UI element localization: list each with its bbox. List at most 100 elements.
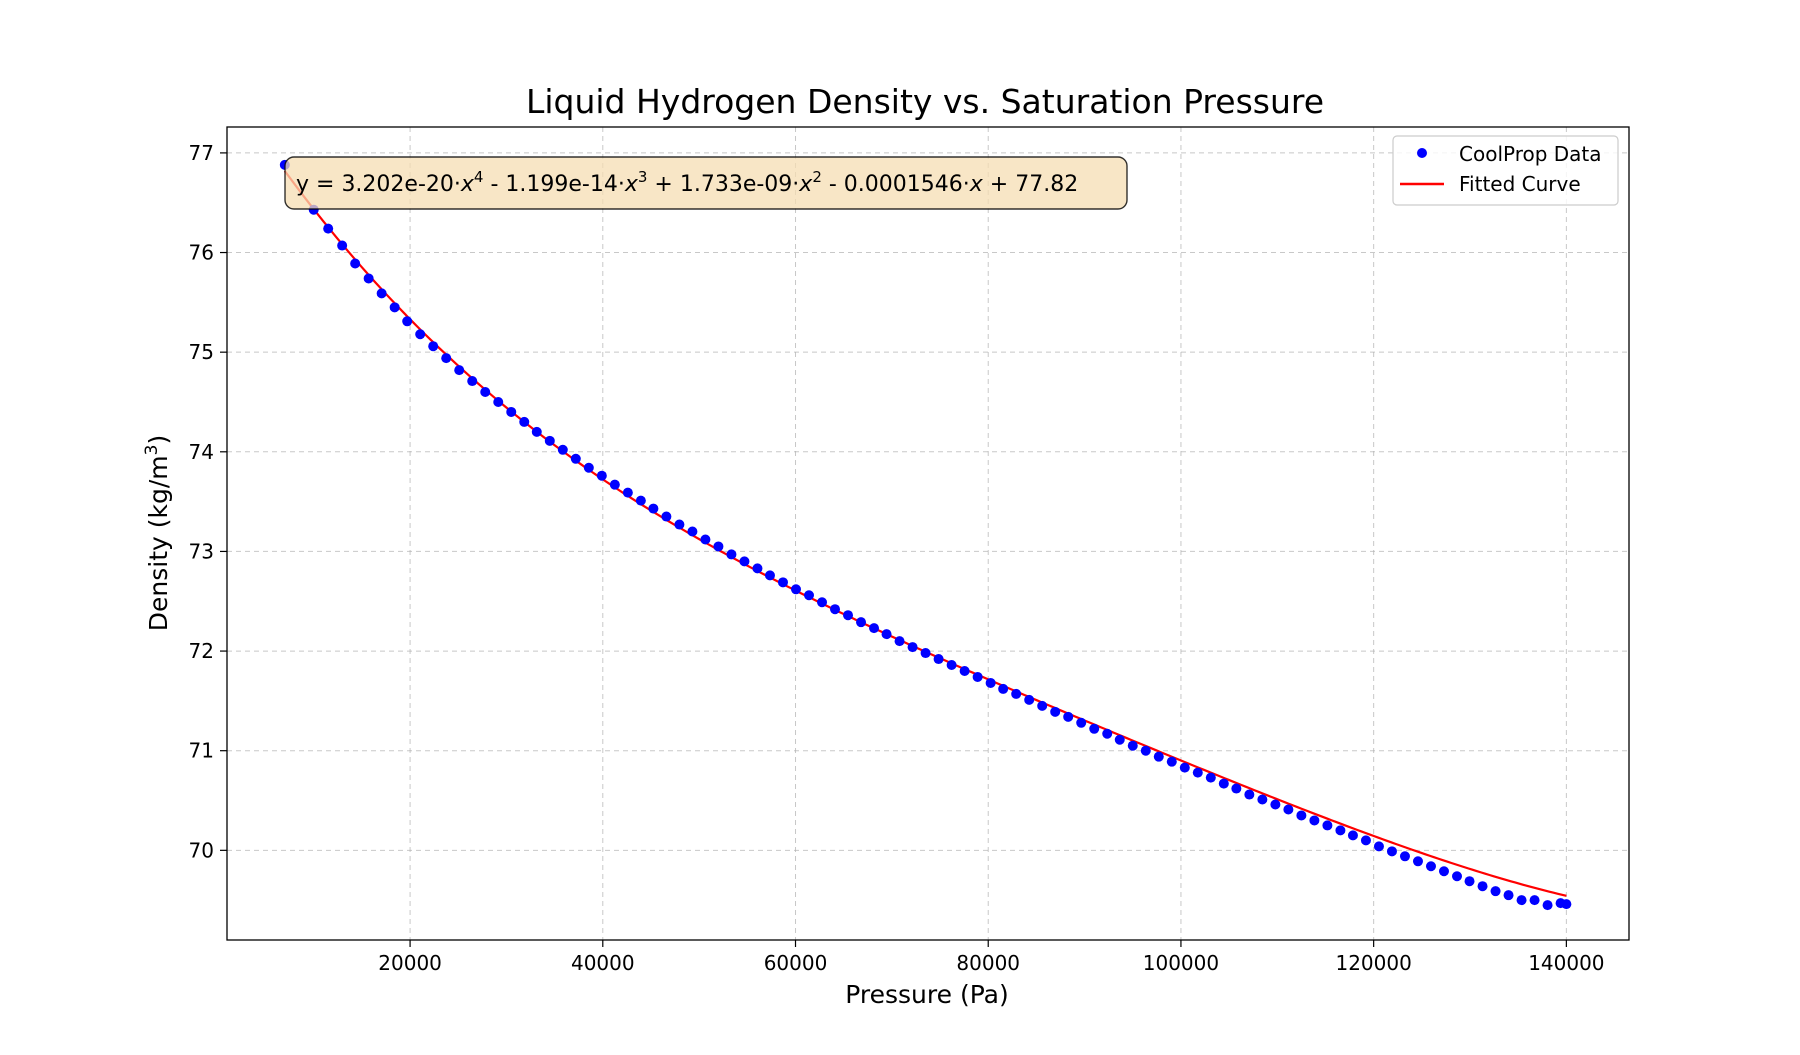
data-point xyxy=(1024,694,1035,705)
y-tick-label: 74 xyxy=(189,440,214,464)
equation-part-3: + 1.733e-09· xyxy=(647,172,799,197)
x-tick-label: 120000 xyxy=(1335,951,1411,975)
data-point xyxy=(1063,711,1074,722)
legend-marker-coolprop-data xyxy=(1417,148,1427,158)
data-point xyxy=(1037,700,1048,711)
equation-text: y = 3.202e-20·x4 - 1.199e-14·x3 + 1.733e… xyxy=(296,168,1078,197)
data-point xyxy=(1335,825,1346,836)
y-tick-label: 73 xyxy=(189,539,214,563)
data-point xyxy=(337,240,348,251)
y-axis-ticks: 70 71 72 73 74 75 76 77 xyxy=(189,141,227,862)
data-point xyxy=(493,396,504,407)
data-point xyxy=(1140,745,1151,756)
data-point xyxy=(1425,861,1436,872)
data-point xyxy=(428,341,439,352)
data-point xyxy=(415,329,426,340)
x-axis-ticks: 20000 40000 60000 80000 100000 120000 140000 xyxy=(378,940,1605,975)
equation-part-2: - 1.199e-14· xyxy=(483,172,624,197)
data-point xyxy=(1542,900,1553,911)
data-point xyxy=(1244,789,1255,800)
y-tick-label: 72 xyxy=(189,639,214,663)
data-point xyxy=(1464,876,1475,887)
data-point xyxy=(1309,815,1320,826)
data-point xyxy=(570,453,581,464)
data-point xyxy=(596,470,607,481)
y-tick-label: 77 xyxy=(189,141,214,165)
data-point xyxy=(764,570,775,581)
data-point xyxy=(557,444,568,455)
data-point xyxy=(804,590,814,601)
grid-lines xyxy=(227,127,1629,940)
data-point xyxy=(972,671,983,682)
data-point xyxy=(998,683,1009,694)
data-point xyxy=(856,617,867,628)
data-point xyxy=(389,302,400,313)
data-point xyxy=(1438,866,1449,877)
data-point xyxy=(700,534,711,545)
equation-part-4: - 0.0001546· xyxy=(822,172,970,197)
data-point xyxy=(869,623,880,634)
data-point xyxy=(1205,772,1216,783)
y-axis-label-close: ) xyxy=(144,435,173,445)
legend-label-fitted-curve: Fitted Curve xyxy=(1459,172,1581,196)
x-tick-label: 60000 xyxy=(764,951,828,975)
equation-var-4: x xyxy=(969,172,984,197)
equation-exp-2: 3 xyxy=(638,168,648,186)
data-point xyxy=(635,495,646,506)
data-point xyxy=(1127,740,1138,751)
legend-label-coolprop-data: CoolProp Data xyxy=(1459,142,1602,166)
data-point xyxy=(830,604,841,615)
data-point xyxy=(946,660,957,671)
equation-box-background xyxy=(284,156,1128,210)
data-point xyxy=(1347,830,1358,841)
x-axis-label: Pressure (Pa) xyxy=(845,980,1008,1009)
data-point xyxy=(323,223,334,234)
data-point xyxy=(1283,804,1294,815)
data-point xyxy=(1257,794,1268,805)
y-tick-label: 70 xyxy=(189,838,214,862)
data-point xyxy=(454,365,465,376)
x-tick-label: 140000 xyxy=(1528,951,1604,975)
data-point xyxy=(1561,899,1572,910)
data-point xyxy=(1179,762,1190,773)
data-point xyxy=(1452,871,1462,882)
x-tick-label: 20000 xyxy=(378,951,442,975)
x-tick-label: 80000 xyxy=(956,951,1020,975)
data-point xyxy=(817,597,828,608)
data-point xyxy=(1490,886,1501,897)
data-point xyxy=(519,416,530,427)
data-point xyxy=(1270,799,1281,810)
data-point xyxy=(843,610,854,621)
data-point xyxy=(713,541,724,552)
data-point xyxy=(752,563,763,574)
legend: CoolProp Data Fitted Curve xyxy=(1392,135,1619,206)
x-tick-label: 40000 xyxy=(571,951,635,975)
data-point xyxy=(1322,820,1333,831)
data-point xyxy=(441,353,452,364)
equation-var-2: x xyxy=(624,172,639,197)
y-axis-label-main: Density (kg/m xyxy=(144,455,173,631)
y-tick-label: 76 xyxy=(189,241,214,265)
data-point xyxy=(648,503,659,514)
plot-area-frame xyxy=(226,126,1630,941)
data-point xyxy=(1011,688,1022,699)
data-point xyxy=(790,584,801,595)
data-point xyxy=(376,288,387,299)
equation-exp-3: 2 xyxy=(812,168,822,186)
data-point xyxy=(1503,890,1514,901)
data-point xyxy=(1166,756,1177,767)
data-point xyxy=(350,258,361,269)
equation-var-1: x xyxy=(460,172,475,197)
y-axis-label: Density (kg/m3) xyxy=(142,435,173,631)
data-point xyxy=(1386,846,1397,857)
data-point xyxy=(687,526,698,537)
x-tick-label: 100000 xyxy=(1143,951,1219,975)
data-point xyxy=(506,406,517,417)
data-point xyxy=(1076,717,1087,728)
y-tick-label: 71 xyxy=(189,739,214,763)
data-point xyxy=(894,636,905,647)
data-point xyxy=(480,387,491,398)
data-point xyxy=(1360,835,1371,846)
